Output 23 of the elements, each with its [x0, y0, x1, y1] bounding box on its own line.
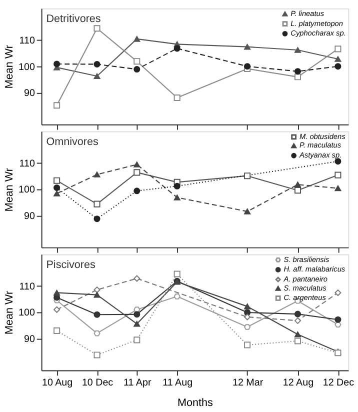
y-tick-label: 100	[18, 62, 36, 73]
y-axis-title: Mean Wr	[4, 290, 16, 335]
x-tick-label: 11 Apr	[124, 378, 152, 389]
y-tick-label: 110	[19, 158, 36, 170]
y-tick-label: 110	[19, 281, 36, 292]
x-tick-label: 10 Dec	[82, 378, 114, 389]
y-tick-label: 90	[24, 334, 36, 346]
y-tick-label: 90	[24, 88, 36, 100]
y-tick-label: 90	[24, 211, 36, 222]
chart-title: Piscivores	[46, 258, 96, 271]
x-tick-label: 12 Mar	[232, 378, 264, 389]
x-tick-label: 12 Aug	[282, 378, 314, 389]
x-tick-label: 10 Aug	[42, 378, 73, 389]
y-axis-title: Mean Wr	[4, 168, 16, 212]
y-tick-label: 100	[18, 184, 36, 196]
y-axis-title: Mean Wr	[4, 44, 16, 89]
y-tick-label: 110	[19, 35, 36, 46]
x-tick-label: 12 Dec	[322, 378, 354, 389]
x-tick-label: 11 Aug	[162, 378, 193, 389]
y-tick-label: 100	[18, 308, 36, 319]
x-axis-title: Months	[178, 397, 214, 410]
chart-title: Detritivores	[46, 13, 102, 26]
chart-title: Omnivores	[46, 136, 100, 148]
